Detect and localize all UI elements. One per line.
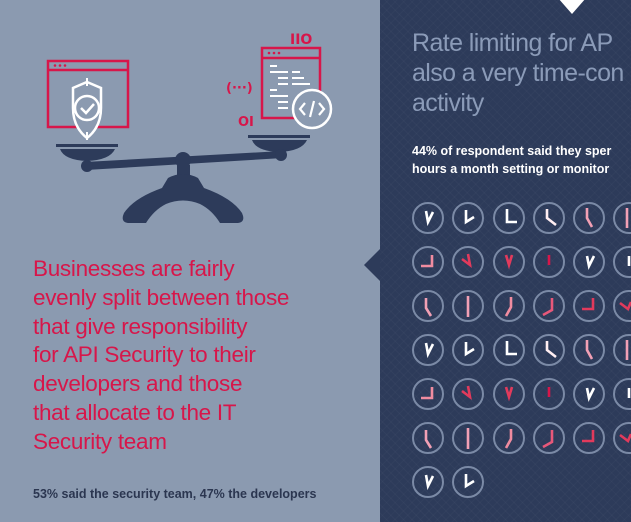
svg-text:IIO: IIO bbox=[290, 32, 312, 48]
headline-line: that allocate to the IT bbox=[33, 399, 237, 425]
headline-line: Security team bbox=[33, 428, 167, 454]
headline-line: evenly split between those bbox=[33, 284, 290, 310]
headline: Businesses are fairly evenly split betwe… bbox=[33, 255, 373, 457]
headline-line: for API Security to their bbox=[33, 342, 256, 368]
clock-hands-row-5 bbox=[421, 385, 631, 402]
top-pointer-notch bbox=[558, 0, 586, 14]
clock-hands-row-4 bbox=[424, 340, 629, 360]
clock-row-6 bbox=[412, 422, 631, 454]
rate-limiting-subtitle: 44% of respondent said they sper hours a… bbox=[412, 142, 631, 178]
clock-hands-row-2 bbox=[421, 253, 631, 270]
clock-row-4 bbox=[412, 334, 631, 366]
clock-row-2 bbox=[412, 246, 631, 278]
stat-text: 53% said the security team, 47% the deve… bbox=[33, 487, 317, 501]
clock-row-7 bbox=[412, 466, 484, 498]
clock-row-1 bbox=[412, 202, 631, 234]
clock-hands-row-7 bbox=[424, 474, 475, 491]
subtitle-line: 44% of respondent said they sper bbox=[412, 144, 612, 158]
scale-stand bbox=[81, 149, 287, 223]
clock-hands-row-1 bbox=[424, 208, 629, 228]
title-line: also a very time-con bbox=[412, 59, 624, 87]
title-line: activity bbox=[412, 89, 484, 117]
clock-grid bbox=[412, 202, 631, 498]
code-window-icon: IIO (···) OI bbox=[226, 32, 333, 130]
clock-hands-row-3 bbox=[424, 296, 631, 317]
rate-limiting-title: Rate limiting for AP also a very time-co… bbox=[412, 28, 631, 118]
clock-row-3 bbox=[412, 290, 631, 322]
panel-pointer-notch bbox=[364, 248, 381, 282]
headline-line: Businesses are fairly bbox=[33, 256, 235, 281]
svg-text:(···): (···) bbox=[226, 81, 253, 96]
scale-pans bbox=[56, 135, 310, 161]
subtitle-line: hours a month setting or monitor bbox=[412, 162, 610, 176]
svg-text:OI: OI bbox=[238, 115, 254, 130]
balance-scale-illustration: IIO (···) OI bbox=[46, 32, 333, 223]
title-line: Rate limiting for AP bbox=[412, 29, 613, 57]
clock-hands-row-6 bbox=[424, 428, 631, 449]
right-panel: Rate limiting for AP also a very time-co… bbox=[380, 0, 631, 522]
headline-line: that give responsibility bbox=[33, 313, 248, 339]
clock-row-5 bbox=[412, 378, 631, 410]
headline-line: developers and those bbox=[33, 371, 243, 397]
left-panel: IIO (···) OI Businesses are fairly evenl… bbox=[33, 32, 373, 501]
shield-check-icon bbox=[71, 78, 103, 140]
